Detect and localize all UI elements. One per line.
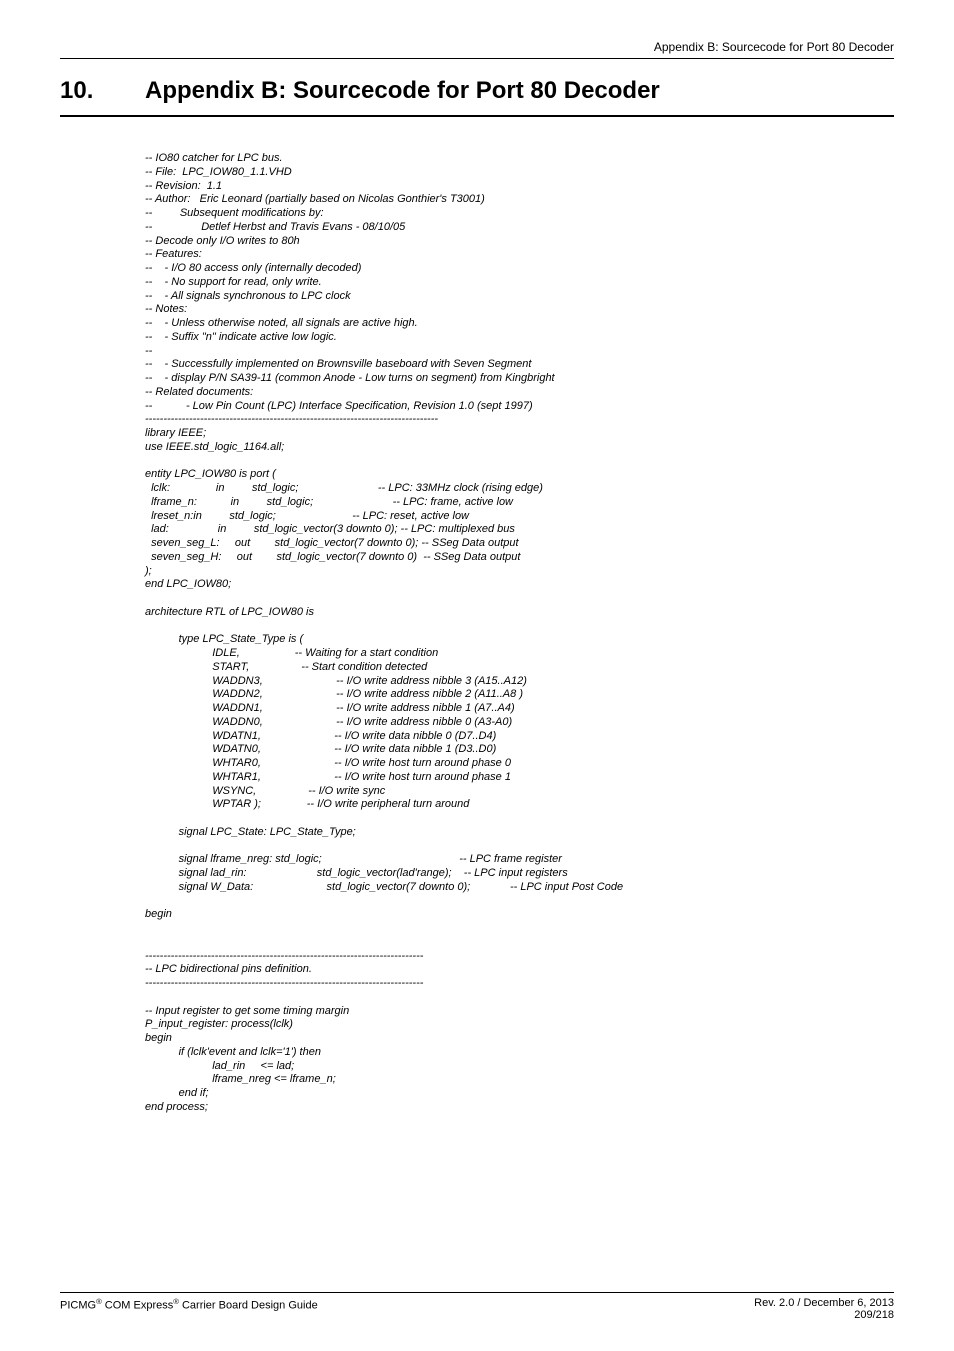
footer-rule xyxy=(60,1292,894,1293)
footer-left-prefix: PICMG xyxy=(60,1300,96,1312)
chapter-title: 10.Appendix B: Sourcecode for Port 80 De… xyxy=(60,77,894,105)
footer-page-number: 209/218 xyxy=(754,1309,894,1321)
header-appendix-label: Appendix B: Sourcecode for Port 80 Decod… xyxy=(60,40,894,54)
source-code-block: -- IO80 catcher for LPC bus. -- File: LP… xyxy=(145,152,894,1115)
page-footer: PICMG® COM Express® Carrier Board Design… xyxy=(60,1292,894,1321)
chapter-number: 10. xyxy=(60,77,145,105)
footer-right: Rev. 2.0 / December 6, 2013 209/218 xyxy=(754,1297,894,1321)
title-rule xyxy=(60,115,894,117)
chapter-title-text: Appendix B: Sourcecode for Port 80 Decod… xyxy=(145,77,660,104)
header-rule xyxy=(60,58,894,59)
footer-left-suffix: Carrier Board Design Guide xyxy=(179,1300,318,1312)
footer-revision: Rev. 2.0 / December 6, 2013 xyxy=(754,1297,894,1309)
footer-left: PICMG® COM Express® Carrier Board Design… xyxy=(60,1297,318,1321)
footer-left-mid: COM Express xyxy=(102,1300,174,1312)
